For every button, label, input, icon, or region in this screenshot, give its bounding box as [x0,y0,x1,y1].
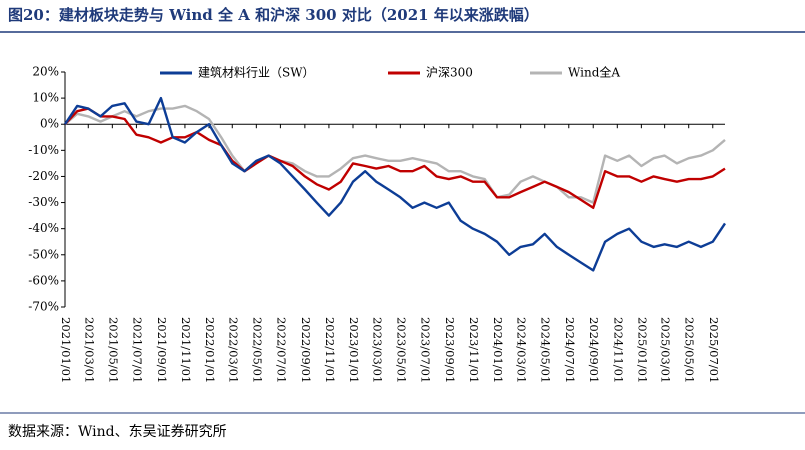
x-tick-label: 2022/09/01 [299,317,313,383]
y-tick-label: -40% [28,221,59,235]
x-tick-label: 2022/03/01 [226,317,240,383]
y-tick-label: 10% [32,91,59,105]
x-tick-label: 2023/11/01 [467,317,481,383]
x-tick-label: 2022/05/01 [250,317,264,383]
series-line [64,104,726,204]
x-tick-label: 2024/01/01 [491,317,505,383]
y-tick-label: 20% [32,65,59,79]
x-tick-label: 2022/01/01 [203,317,217,383]
x-tick-label: 2021/11/01 [179,317,193,383]
y-tick-label: -10% [28,143,59,157]
x-tick-label: 2025/03/01 [659,317,673,383]
x-tick-label: 2024/09/01 [587,317,601,383]
x-tick-label: 2023/09/01 [443,317,457,383]
x-tick-label: 2022/07/01 [274,317,288,383]
y-tick-label: -70% [28,300,59,314]
x-tick-label: 2025/07/01 [707,317,721,383]
x-tick-label: 2024/07/01 [563,317,577,383]
x-tick-label: 2024/03/01 [515,317,529,383]
legend-label: Wind全A [568,65,620,80]
x-tick-label: 2021/07/01 [130,317,144,383]
x-tick-label: 2023/05/01 [394,317,408,383]
x-tick-label: 2024/05/01 [539,317,553,383]
x-tick-label: 2025/05/01 [683,317,697,383]
y-tick-label: -60% [28,273,59,287]
x-tick-label: 2021/01/01 [59,317,73,383]
y-tick-label: 0% [40,117,59,131]
x-tick-label: 2024/11/01 [611,317,625,383]
legend-label: 建筑材料行业（SW） [198,65,315,80]
y-tick-label: -20% [28,169,59,183]
y-tick-label: -30% [28,195,59,209]
legend-label: 沪深300 [426,66,473,80]
source: 数据来源：Wind、东吴证券研究所 [8,424,227,440]
x-tick-label: 2021/05/01 [106,317,120,383]
x-tick-label: 2021/03/01 [82,317,96,383]
x-tick-label: 2022/11/01 [323,317,337,383]
x-tick-label: 2021/09/01 [155,317,169,383]
chart-title: 图20：建材板块走势与 Wind 全 A 和沪深 300 对比（2021 年以来… [8,6,539,24]
x-tick-label: 2023/01/01 [347,317,361,383]
x-tick-label: 2023/07/01 [418,317,432,383]
x-tick-label: 2025/01/01 [635,317,649,383]
series-line [64,96,726,272]
x-tick-label: 2023/03/01 [370,317,384,383]
y-tick-label: -50% [28,247,59,261]
